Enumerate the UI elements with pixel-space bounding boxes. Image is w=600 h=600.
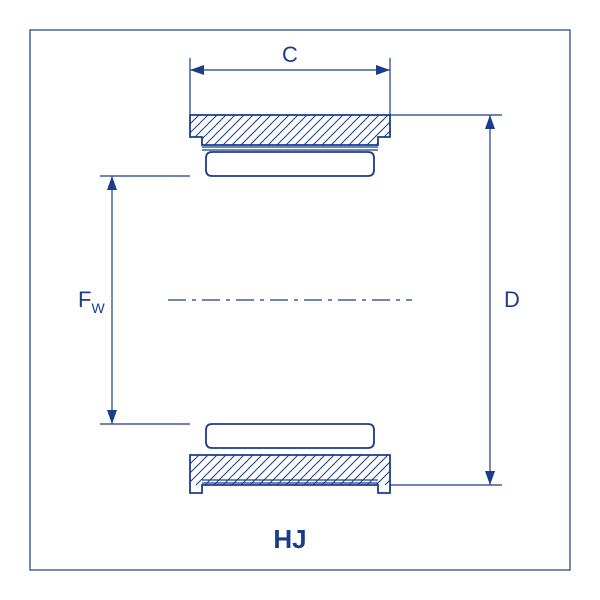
arrowhead — [107, 410, 117, 424]
arrowhead — [376, 65, 390, 75]
hatch — [190, 115, 390, 145]
arrowhead — [107, 176, 117, 190]
roller-bottom — [206, 424, 374, 448]
outer-ring-top — [190, 115, 390, 150]
bearing-cross-section-diagram: C D FW HJ — [0, 0, 600, 600]
arrowhead — [485, 115, 495, 129]
roller-top — [206, 152, 374, 176]
arrowhead — [485, 471, 495, 485]
dim-c-label: C — [282, 42, 298, 67]
diagram-title: HJ — [273, 524, 306, 554]
dim-fw-label: FW — [78, 287, 105, 316]
dim-d-label: D — [504, 287, 520, 312]
drawing-frame — [30, 30, 570, 570]
outer-ring-bottom — [190, 455, 390, 493]
arrowhead — [190, 65, 204, 75]
